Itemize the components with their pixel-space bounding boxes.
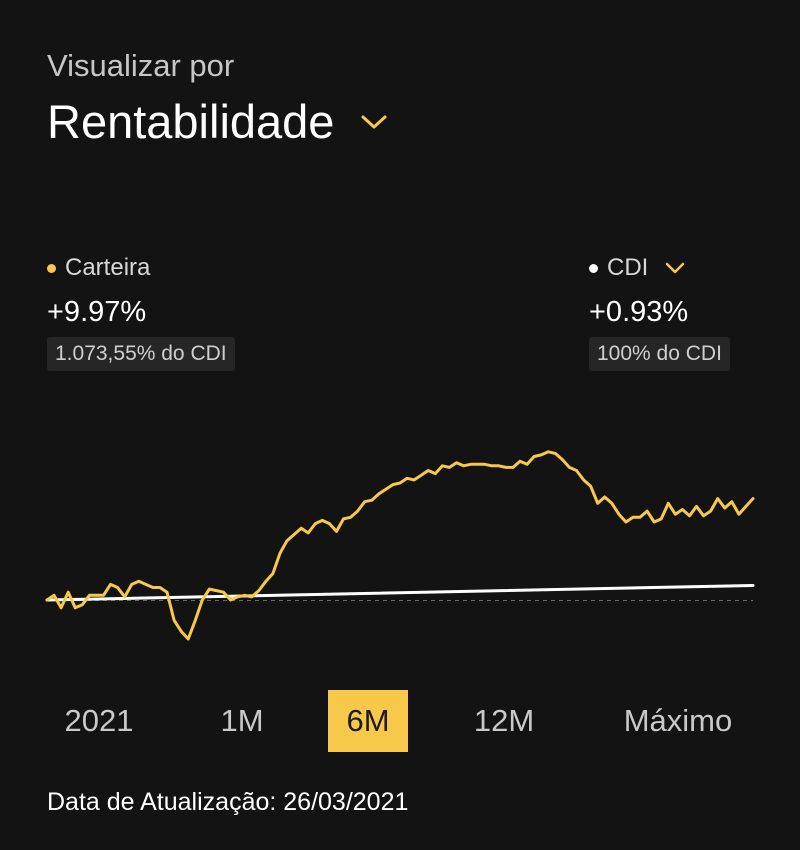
legend-cdi: CDI +0.93% 100% do CDI xyxy=(589,254,730,371)
period-12m[interactable]: 12M xyxy=(473,703,535,738)
chevron-down-icon xyxy=(665,262,685,274)
performance-chart xyxy=(45,450,755,641)
series-line-cdi xyxy=(45,584,755,602)
legend-carteira: Carteira +9.97% 1.073,55% do CDI xyxy=(47,254,235,371)
carteira-dot-icon xyxy=(47,263,56,273)
carteira-label: Carteira xyxy=(65,254,151,281)
period-6m[interactable]: 6M xyxy=(328,690,408,752)
benchmark-selector[interactable]: CDI xyxy=(589,254,730,282)
period-maximo[interactable]: Máximo xyxy=(623,703,733,738)
update-date: Data de Atualização: 26/03/2021 xyxy=(47,788,409,816)
cdi-label: CDI xyxy=(607,254,649,281)
series-line-carteira xyxy=(45,450,755,641)
cdi-cdi-percent: 100% do CDI xyxy=(589,337,730,371)
view-selector-value: Rentabilidade xyxy=(47,95,335,148)
period-1m[interactable]: 1M xyxy=(220,703,264,738)
carteira-cdi-percent: 1.073,55% do CDI xyxy=(47,337,235,371)
period-selector: 2021 1M 6M 12M Máximo xyxy=(0,690,800,752)
period-2021[interactable]: 2021 xyxy=(64,703,134,738)
cdi-dot-icon xyxy=(589,263,598,273)
chevron-down-icon xyxy=(360,113,388,131)
view-selector[interactable]: Rentabilidade xyxy=(47,94,388,149)
cdi-return: +0.93% xyxy=(589,296,689,328)
carteira-return: +9.97% xyxy=(47,296,147,328)
view-by-label: Visualizar por xyxy=(47,48,235,83)
